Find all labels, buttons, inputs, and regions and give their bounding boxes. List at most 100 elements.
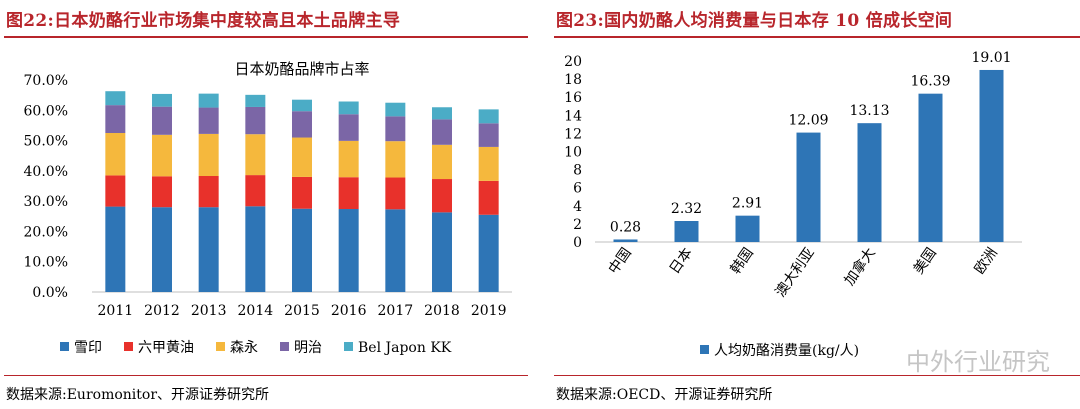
data-label: 0.28	[610, 219, 641, 235]
bar-segment	[478, 180, 499, 215]
bar-segment	[105, 206, 126, 292]
bar-segment	[292, 208, 312, 292]
bar	[857, 123, 882, 242]
bar-segment	[292, 99, 312, 112]
bar	[979, 69, 1004, 242]
x-tick-label: 澳大利亚	[773, 245, 818, 300]
data-label: 13.13	[849, 103, 889, 119]
bar-segment	[478, 146, 499, 181]
x-tick-label: 日本	[667, 245, 696, 277]
left-panel: 图22:日本奶酪行业市场集中度较高且本土品牌主导 日本奶酪品牌市占率 0.0% 10…	[0, 0, 528, 409]
y-tick-label: 40.0%	[24, 164, 68, 180]
right-panel-title: 图23:国内奶酪人均消费量与日本存 10 倍成长空间	[556, 11, 953, 31]
bar-segment	[385, 102, 406, 117]
bar-segment	[152, 176, 172, 208]
data-label: 16.39	[910, 74, 950, 90]
legend-swatch	[124, 342, 133, 351]
bar	[796, 132, 821, 242]
bar-segment	[385, 141, 406, 178]
market-share-chart: 日本奶酪品牌市占率 0.0% 10.0% 20.0% 30.0% 40.0% 50.0% 60…	[24, 60, 512, 356]
bar-segment	[152, 93, 172, 107]
y-tick-label: 16	[564, 90, 582, 106]
bar-segment	[478, 123, 499, 147]
bar-segment	[105, 133, 126, 176]
bar-segment	[338, 209, 359, 292]
data-label: 2.32	[671, 201, 702, 217]
y-tick-label: 30.0%	[24, 194, 68, 210]
legend-swatch	[60, 342, 69, 351]
y-tick-label: 18	[564, 72, 582, 88]
legend-swatch	[216, 342, 225, 351]
bar-segment	[385, 209, 406, 292]
bar-segment	[198, 207, 219, 292]
right-panel: 图23:国内奶酪人均消费量与日本存 10 倍成长空间 0 2 4 6 8 10 12 14 16…	[550, 0, 1080, 409]
bar-segment	[478, 109, 499, 124]
data-label: 12.09	[788, 113, 828, 129]
y-tick-label: 10.0%	[24, 255, 68, 271]
legend-swatch	[700, 345, 709, 354]
x-tick-label: 欧洲	[972, 245, 1001, 277]
bar-segment	[338, 114, 359, 141]
x-tick-label: 加拿大	[841, 245, 879, 289]
x-tick-label: 2016	[331, 303, 367, 319]
y-tick-label: 6	[573, 181, 582, 197]
bar-segment	[245, 106, 266, 135]
bar	[735, 215, 760, 242]
bar-segment	[385, 116, 406, 142]
bar-segment	[385, 177, 406, 210]
legend-label: 森永	[230, 340, 258, 356]
left-source-rule	[4, 375, 528, 376]
data-label: 2.91	[732, 196, 763, 212]
bar	[918, 93, 943, 242]
x-tick-label: 2018	[424, 303, 460, 319]
right-source-rule	[554, 375, 1080, 376]
bar	[674, 221, 699, 242]
y-tick-label: 12	[564, 126, 582, 142]
bar	[613, 239, 638, 242]
x-tick-label: 2015	[284, 303, 320, 319]
bar-segment	[152, 207, 172, 292]
x-tick-label: 2013	[191, 303, 227, 319]
right-title-rule	[554, 36, 1080, 38]
legend-label: Bel Japon KK	[358, 340, 452, 356]
watermark: 中外行业研究	[906, 348, 1050, 376]
bar-segment	[338, 101, 359, 115]
x-tick-label: 2014	[238, 303, 274, 319]
legend-label: 雪印	[74, 340, 102, 356]
x-tick-label: 中国	[606, 245, 635, 277]
legend-swatch	[280, 342, 289, 351]
bar-segment	[292, 137, 312, 177]
y-tick-label: 4	[573, 199, 582, 215]
bar-segment	[198, 133, 219, 177]
bar-segment	[432, 179, 452, 213]
legend-label: 六甲黄油	[138, 339, 194, 356]
bar-segment	[152, 106, 172, 135]
y-tick-label: 70.0%	[24, 73, 68, 89]
bar-segment	[105, 175, 126, 207]
x-tick-label: 2012	[144, 303, 180, 319]
bar-segment	[105, 91, 126, 106]
bar-segment	[198, 107, 219, 134]
bar-segment	[152, 134, 172, 177]
y-tick-label: 20.0%	[24, 224, 68, 240]
bar-segment	[432, 144, 452, 180]
legend-label: 人均奶酪消费量(kg/人)	[714, 343, 859, 359]
y-tick-label: 20	[564, 54, 582, 70]
y-tick-label: 2	[573, 217, 582, 233]
bar-segment	[105, 105, 126, 133]
bar-segment	[292, 176, 312, 209]
bar-segment	[198, 176, 219, 208]
bar-segment	[245, 94, 266, 107]
bar-segment	[432, 107, 452, 120]
y-tick-label: 0	[573, 235, 582, 251]
bar-segment	[245, 206, 266, 292]
x-tick-label: 美国	[911, 245, 940, 277]
bar-segment	[245, 134, 266, 176]
left-title-rule	[4, 36, 528, 38]
bar-segment	[338, 140, 359, 178]
bar-segment	[198, 93, 219, 108]
bar-segment	[432, 119, 452, 145]
bar-segment	[478, 214, 499, 292]
data-label: 19.01	[971, 50, 1011, 66]
bar-segment	[292, 111, 312, 138]
